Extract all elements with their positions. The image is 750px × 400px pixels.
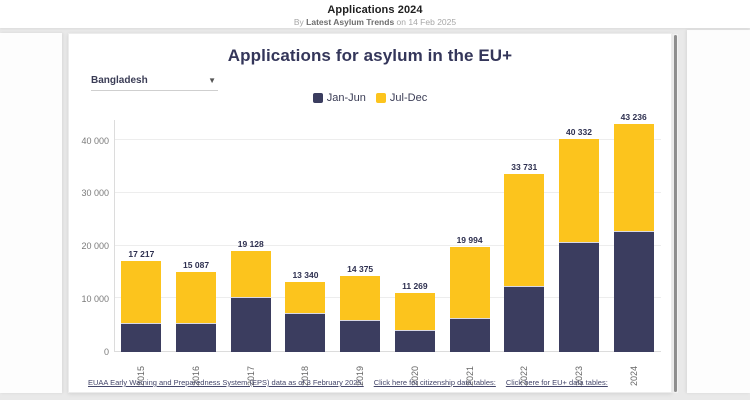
stacked-bar[interactable]	[449, 246, 490, 352]
bar-total-label: 15 087	[183, 260, 210, 271]
segment-jul-dec[interactable]	[230, 251, 271, 299]
page-title: Applications 2024	[327, 4, 423, 16]
legend-item-jul-dec[interactable]: Jul-Dec	[375, 92, 428, 104]
y-axis-tick: 20 000	[81, 241, 109, 252]
segment-jul-dec[interactable]	[504, 174, 545, 287]
bar-total-label: 33 731	[511, 162, 538, 173]
byline-prefix: By	[293, 17, 307, 27]
y-axis-tick: 40 000	[81, 135, 109, 146]
segment-jul-dec[interactable]	[340, 276, 381, 321]
chart-legend: Jan-Jun Jul-Dec	[69, 92, 671, 104]
bar-group-2018[interactable]: 13 340	[278, 120, 333, 352]
bar-group-2015[interactable]: 17 217	[114, 120, 169, 352]
country-dropdown-value: Bangladesh	[91, 75, 148, 86]
y-axis-tick: 30 000	[81, 188, 109, 199]
eu-tables-link[interactable]: Click here for EU+ data tables:	[505, 378, 608, 387]
segment-jul-dec[interactable]	[613, 124, 654, 233]
bar-group-2016[interactable]: 15 087	[169, 120, 224, 352]
y-axis-tick: 0	[103, 346, 109, 357]
stacked-bar[interactable]	[613, 124, 654, 352]
legend-label: Jul-Dec	[389, 92, 428, 104]
legend-item-jan-jun[interactable]: Jan-Jun	[312, 92, 366, 104]
bar-group-2021[interactable]: 19 994	[442, 120, 497, 352]
segment-jan-jun[interactable]	[121, 324, 162, 352]
stacked-bar[interactable]	[230, 251, 271, 352]
stacked-bar[interactable]	[285, 281, 326, 352]
stacked-bar[interactable]	[340, 276, 381, 352]
bars-container: 17 217 15 087 19 128 13 340 14 375 11 269 19 9…	[114, 112, 661, 352]
plot-grid: 0 10 000 20 000 30 000 40 000	[81, 120, 661, 357]
legend-swatch	[375, 93, 386, 103]
bar-group-2024[interactable]: 43 236	[606, 112, 661, 352]
legend-label: Jan-Jun	[326, 92, 366, 104]
stacked-bar[interactable]	[121, 261, 162, 352]
stacked-bar[interactable]	[504, 174, 545, 352]
bar-total-label: 14 375	[347, 264, 374, 275]
segment-jan-jun[interactable]	[449, 319, 490, 352]
bar-total-label: 13 340	[292, 269, 319, 280]
legend-swatch	[312, 93, 323, 103]
stacked-bar[interactable]	[394, 292, 435, 352]
segment-jan-jun[interactable]	[176, 323, 217, 352]
segment-jul-dec[interactable]	[558, 139, 599, 244]
byline-date: on 14 Feb 2025	[394, 17, 457, 27]
segment-jan-jun[interactable]	[613, 232, 654, 352]
gridline	[115, 297, 661, 299]
segment-jan-jun[interactable]	[558, 243, 599, 352]
page-byline: By Latest Asylum Trends on 14 Feb 2025	[0, 17, 750, 27]
page-header: Applications 2024 By Latest Asylum Trend…	[0, 0, 750, 28]
segment-jan-jun[interactable]	[504, 286, 545, 352]
y-axis-tick: 10 000	[81, 293, 109, 304]
segment-jul-dec[interactable]	[449, 246, 490, 320]
bar-group-2020[interactable]: 11 269	[388, 120, 443, 352]
segment-jul-dec[interactable]	[394, 292, 435, 331]
bar-total-label: 19 128	[237, 239, 264, 250]
segment-jul-dec[interactable]	[285, 281, 326, 314]
bar-total-label: 43 236	[620, 112, 647, 123]
scrollbar-thumb[interactable]	[674, 35, 677, 392]
bar-group-2019[interactable]: 14 375	[333, 120, 388, 352]
bar-total-label: 19 994	[456, 234, 483, 245]
chart-title: Applications for asylum in the EU+	[227, 46, 513, 65]
previous-page-peek[interactable]	[0, 33, 62, 393]
gridline	[115, 139, 661, 141]
scrollbar-track[interactable]	[672, 34, 678, 393]
chevron-down-icon: ▼	[208, 76, 216, 85]
segment-jul-dec[interactable]	[176, 272, 217, 324]
gridline	[115, 191, 661, 193]
report-card: Applications for asylum in the EU+ Bangl…	[68, 33, 672, 393]
next-page-peek[interactable]	[687, 30, 750, 393]
gridline	[115, 244, 661, 246]
chart-footer: EUAA Early Warning and Preparedness Syst…	[88, 378, 648, 387]
byline-author[interactable]: Latest Asylum Trends	[306, 17, 395, 27]
bar-total-label: 40 332	[565, 127, 592, 138]
stacked-bar[interactable]	[176, 272, 217, 352]
segment-jan-jun[interactable]	[285, 313, 326, 352]
country-dropdown[interactable]: Bangladesh ▼	[91, 71, 218, 91]
segment-jan-jun[interactable]	[340, 320, 381, 352]
segment-jan-jun[interactable]	[394, 330, 435, 352]
plot-area: 0 10 000 20 000 30 000 40 000 17 217 15 087 19…	[81, 112, 661, 357]
bar-total-label: 17 217	[128, 249, 155, 260]
bar-group-2022[interactable]: 33 731	[497, 120, 552, 352]
citizenship-tables-link[interactable]: Click here for citizenship data tables:	[373, 378, 496, 387]
source-link[interactable]: EUAA Early Warning and Preparedness Syst…	[88, 378, 364, 387]
bar-group-2023[interactable]: 40 332	[552, 120, 607, 352]
bar-total-label: 11 269	[402, 280, 428, 291]
bar-group-2017[interactable]: 19 128	[223, 120, 278, 352]
stacked-bar[interactable]	[558, 139, 599, 352]
segment-jan-jun[interactable]	[230, 298, 271, 352]
segment-jul-dec[interactable]	[121, 261, 162, 325]
